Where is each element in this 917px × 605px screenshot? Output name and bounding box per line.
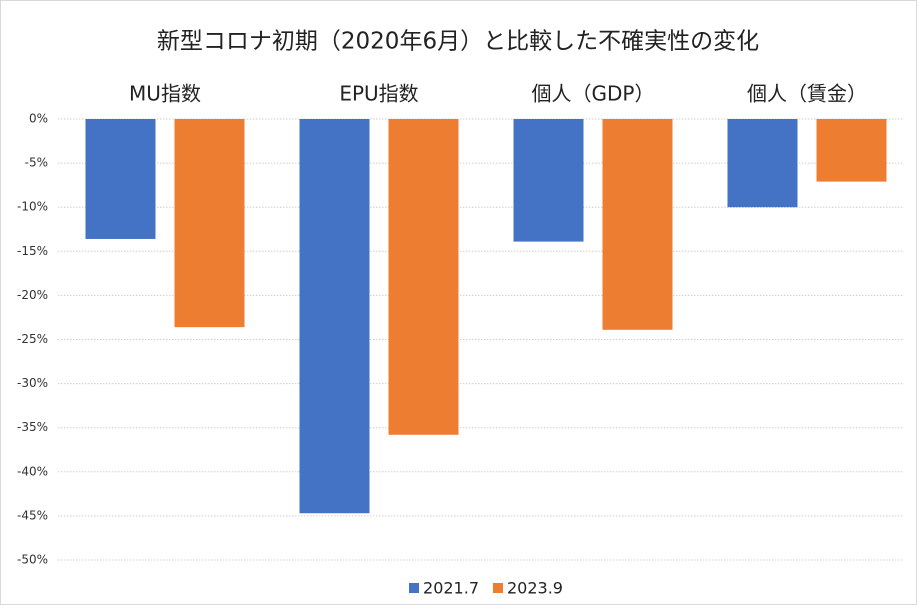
- y-tick-label: -50%: [17, 553, 48, 567]
- category-label: EPU指数: [339, 82, 418, 106]
- y-tick-label: -25%: [17, 332, 48, 346]
- y-tick-label: -30%: [17, 376, 48, 390]
- legend-swatch: [493, 583, 503, 593]
- bar: [299, 119, 370, 514]
- category-label: MU指数: [129, 82, 201, 106]
- chart-title: 新型コロナ初期（2020年6月）と比較した不確実性の変化: [157, 29, 759, 55]
- bar: [602, 119, 673, 330]
- bar: [513, 119, 584, 242]
- y-tick-label: -35%: [17, 420, 48, 434]
- bar: [727, 119, 798, 208]
- category-label: 個人（GDP）: [532, 82, 655, 106]
- y-tick-label: -20%: [17, 288, 48, 302]
- y-tick-label: -45%: [17, 508, 48, 522]
- bar: [85, 119, 156, 239]
- y-tick-label: 0%: [29, 112, 48, 126]
- legend-swatch: [409, 583, 420, 593]
- y-tick-label: -5%: [25, 156, 48, 170]
- category-label: 個人（賃金）: [747, 82, 867, 106]
- bar: [388, 119, 459, 435]
- bar: [174, 119, 245, 328]
- y-tick-label: -10%: [17, 200, 48, 214]
- bar: [816, 119, 887, 182]
- legend-label: 2021.7: [423, 579, 479, 598]
- y-tick-label: -15%: [17, 244, 48, 258]
- legend-label: 2023.9: [507, 579, 563, 598]
- y-tick-label: -40%: [17, 464, 48, 478]
